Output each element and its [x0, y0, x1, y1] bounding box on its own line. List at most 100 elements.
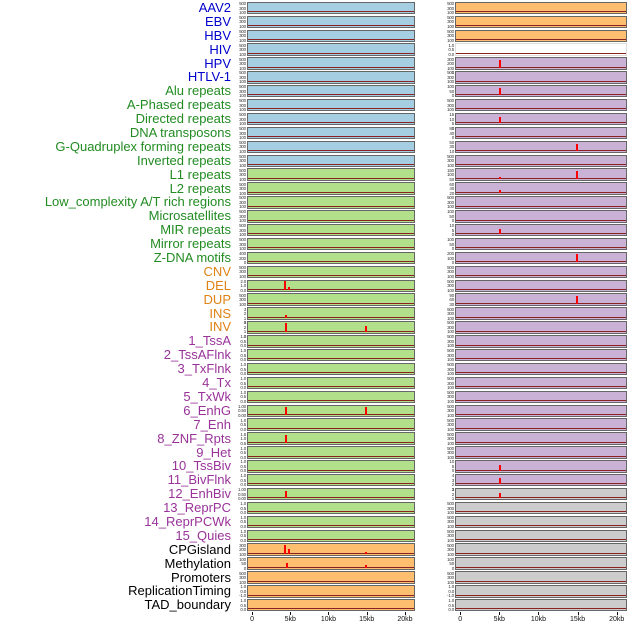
right-panel-y-axis: 500 300 100	[415, 362, 455, 376]
y-tick-label: 20	[449, 190, 454, 196]
left-panel-y-axis: 1.0 0.5 0.0	[234, 459, 247, 473]
axis-spacer-label	[0, 612, 234, 628]
signal-peak	[498, 228, 501, 235]
y-tick-label: 30	[449, 301, 454, 307]
y-tick-label: 500	[447, 570, 454, 576]
left-track-panel	[247, 1, 415, 15]
signal-peak	[285, 491, 288, 499]
y-tick-label: 80	[449, 126, 454, 132]
left-panel-y-axis: 500 300 100	[234, 140, 247, 154]
track-row: 10_TssBiv 1.0 0.5 0.0 10 5 0	[0, 459, 630, 473]
y-tick-label: 500	[239, 98, 246, 104]
y-tick-label: 300	[447, 436, 454, 442]
signal-baseline	[248, 455, 414, 457]
y-tick-label: 500	[447, 362, 454, 368]
signal-baseline	[456, 247, 626, 249]
track-row: 5_TxWk 1.0 0.5 0.0 500 300 100	[0, 390, 630, 404]
y-tick-label: 10	[449, 459, 454, 465]
y-tick-label: 1.0	[240, 389, 246, 395]
left-panel-y-axis: 1.0 0.5 0.0	[234, 598, 247, 612]
left-track-panel	[247, 432, 415, 445]
y-tick-label: 100	[239, 204, 246, 210]
y-tick-label: 300	[447, 33, 454, 39]
y-tick-label: 300	[447, 422, 454, 428]
y-tick-label: 100	[447, 107, 454, 113]
right-panel-y-axis: 500 300 100	[415, 29, 455, 43]
track-label: DUP	[203, 291, 231, 307]
right-track-panel	[455, 515, 627, 529]
right-panel-y-axis: 500 300 100	[415, 529, 455, 543]
left-panel-y-axis: 500 300 100	[234, 265, 247, 279]
y-tick-label: 300	[239, 130, 246, 136]
signal-baseline	[248, 469, 414, 471]
left-track-panel	[247, 182, 415, 195]
y-tick-label: 500	[447, 264, 454, 270]
y-tick-label: 50	[449, 213, 454, 219]
left-panel-y-axis: 2.0 1.0 0.0	[234, 279, 247, 293]
left-track-panel	[247, 237, 415, 251]
signal-peak	[288, 549, 291, 554]
right-track-panel	[455, 196, 627, 209]
y-tick-label: 1.00	[238, 403, 246, 409]
y-tick-label: 300	[447, 199, 454, 205]
signal-baseline	[248, 566, 414, 568]
y-tick-label: 0.0	[448, 588, 454, 594]
y-tick-label: 50	[241, 561, 246, 567]
y-tick-label: 100	[239, 232, 246, 238]
track-label: 10_TssBiv	[171, 458, 231, 474]
x-axis-row: 0 5kb 10kb 15kb 20kb 0 5kb 10kb 15kb 20kb	[0, 612, 630, 628]
x-tick-mark	[460, 612, 462, 616]
track-row: CNV 500 300 100 500 300 100	[0, 265, 630, 279]
left-track-panel	[247, 251, 415, 265]
track-row: Promoters 500 300 100 500 300 100	[0, 570, 630, 585]
y-tick-label: 0	[451, 246, 455, 252]
y-tick-label: 500	[447, 278, 454, 284]
signal-peak	[284, 544, 287, 554]
track-label: ReplicationTiming	[128, 583, 231, 599]
signal-baseline	[456, 275, 626, 277]
right-track-panel	[455, 293, 627, 306]
y-tick-label: 1.0	[240, 528, 246, 534]
y-tick-label: 1.0	[240, 334, 246, 340]
track-label: 11_BivFlnk	[167, 472, 231, 488]
left-track-panel	[247, 126, 415, 140]
y-tick-label: 500	[239, 570, 246, 576]
right-panel-y-axis: 500 300 100	[415, 154, 455, 168]
signal-baseline	[248, 288, 414, 290]
signal-baseline	[456, 483, 626, 485]
y-tick-label: 500	[239, 153, 246, 159]
signal-baseline	[456, 427, 626, 429]
y-tick-label: 500	[239, 292, 246, 298]
left-panel-y-axis: 500 300 100	[234, 1, 247, 15]
y-tick-label: 300	[447, 450, 454, 455]
left-panel-y-axis: 500 300 100	[234, 15, 247, 29]
y-tick-label: 100	[239, 273, 246, 279]
track-row: Inverted repeats 500 300 100 500 300 100	[0, 152, 630, 168]
track-row: DEL 2.0 1.0 0.0 500 300 100	[0, 278, 630, 293]
left-panel-y-axis: 500 300 100	[234, 154, 247, 168]
signal-baseline	[456, 511, 626, 513]
right-track-panel	[455, 29, 627, 42]
track-row: Microsatellites 500 300 100 100 50 0	[0, 209, 630, 223]
y-tick-label: 500	[239, 14, 246, 20]
signal-baseline	[248, 94, 414, 96]
y-tick-label: 0.0	[240, 482, 246, 488]
signal-baseline	[248, 358, 414, 360]
track-label: 13_ReprPC	[163, 500, 231, 516]
y-tick-label: 1.0	[240, 584, 246, 590]
right-track-panel	[455, 85, 627, 98]
x-tick-mark	[366, 612, 368, 616]
track-label: Inverted repeats	[137, 152, 231, 168]
track-label: Microsatellites	[148, 208, 231, 224]
signal-baseline	[456, 358, 626, 360]
track-row: L2 repeats 500 300 100 60 40 20	[0, 181, 630, 196]
y-tick-label: 100	[447, 357, 454, 363]
right-track-panel	[455, 57, 627, 70]
right-track-panel	[455, 529, 627, 542]
y-tick-label: 500	[447, 320, 454, 326]
y-tick-label: 300	[447, 338, 454, 344]
track-row: HIV 500 300 100 1.0 0.5 0.0	[0, 42, 630, 57]
x-tick-label: 20kb	[609, 616, 625, 624]
right-panel-y-axis: 150 100 50	[415, 168, 455, 182]
y-tick-label: 1.0	[240, 598, 246, 604]
